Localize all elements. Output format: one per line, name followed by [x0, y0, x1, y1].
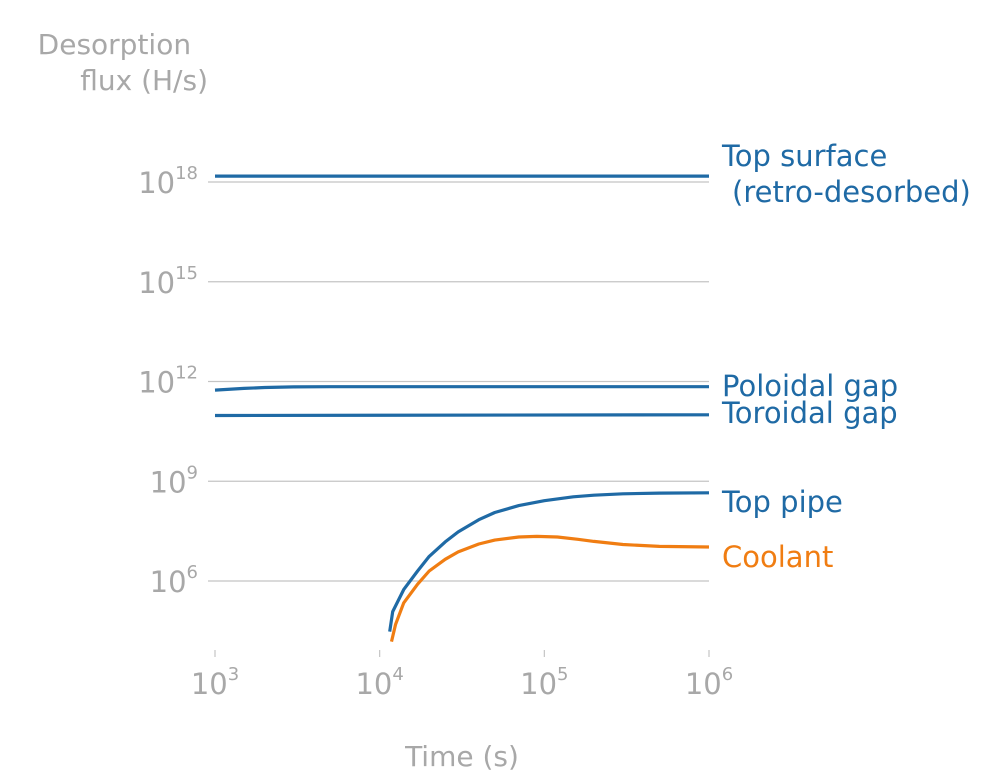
y-tick-exponent: 6	[187, 562, 198, 583]
y-tick-exponent: 18	[175, 163, 198, 184]
x-tick-label: 103	[191, 664, 239, 701]
y-tick-exponent: 9	[187, 462, 198, 483]
y-tick-label: 1012	[138, 363, 198, 400]
series-line-coolant	[389, 534, 710, 642]
y-tick-label: 109	[150, 462, 198, 499]
x-tick-label: 104	[355, 664, 403, 701]
series-label-line: Toroidal gap	[721, 396, 898, 430]
x-tick-exponent: 4	[392, 664, 403, 685]
y-tick-base: 10	[150, 565, 187, 599]
x-tick-label: 106	[685, 664, 733, 701]
x-tick-base: 10	[191, 667, 228, 701]
x-tick-exponent: 5	[557, 664, 568, 685]
y-axis-title: Desorption flux (H/s)	[38, 28, 208, 97]
x-axis-ticks: 103 104 105 106	[191, 650, 733, 701]
x-tick-base: 10	[685, 667, 722, 701]
y-tick-exponent: 15	[175, 263, 198, 284]
x-tick-base: 10	[355, 667, 392, 701]
y-tick-base: 10	[138, 266, 175, 300]
series-label-line: Top pipe	[721, 485, 843, 519]
x-tick-label: 105	[520, 664, 568, 701]
x-axis-title: Time (s)	[404, 740, 519, 773]
y-axis-title-line-1: Desorption	[38, 28, 191, 61]
series-labels: Top surface (retro-desorbed)Poloidal gapT…	[721, 139, 971, 574]
y-tick-base: 10	[138, 366, 175, 400]
y-tick-base: 10	[150, 465, 187, 499]
gridlines	[208, 181, 709, 582]
series-label-top-surface: Top surface (retro-desorbed)	[721, 139, 971, 209]
series-line-toroidal-gap	[214, 413, 710, 418]
x-tick-exponent: 6	[722, 664, 733, 685]
series-label-coolant: Coolant	[722, 540, 833, 574]
y-tick-exponent: 12	[175, 363, 198, 384]
y-tick-label: 1018	[138, 163, 198, 200]
series-label-top-pipe: Top pipe	[721, 485, 843, 519]
x-tick-base: 10	[520, 667, 557, 701]
y-tick-label: 106	[150, 562, 198, 599]
series-label-toroidal-gap: Toroidal gap	[721, 396, 898, 430]
y-tick-label: 1015	[138, 263, 198, 300]
series-label-poloidal-gap: Poloidal gap	[722, 369, 898, 403]
y-tick-base: 10	[138, 166, 175, 200]
series-label-line: (retro-desorbed)	[732, 175, 971, 209]
series-line-poloidal-gap	[214, 385, 709, 392]
x-tick-exponent: 3	[228, 664, 239, 685]
y-axis-title-line-2: flux (H/s)	[80, 64, 208, 97]
series-label-line: Coolant	[722, 540, 833, 574]
series-label-line: Top surface	[721, 139, 887, 173]
series-line-top-pipe	[388, 491, 710, 632]
series-lines	[214, 174, 710, 642]
series-label-line: Poloidal gap	[722, 369, 898, 403]
